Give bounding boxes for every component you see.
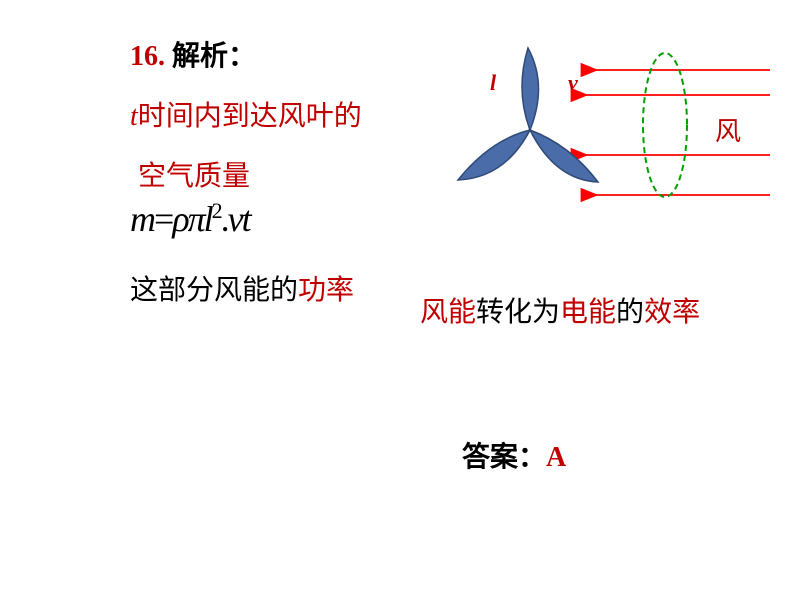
eff-c: 电能 <box>560 297 616 328</box>
power-word: 功率 <box>298 275 354 306</box>
efficiency-line: 风能转化为电能的效率 <box>420 290 700 330</box>
svg-text:l: l <box>490 70 497 95</box>
line-time-mass: t时间内到达风叶的 <box>130 94 362 134</box>
answer-label: 答案： <box>462 442 546 473</box>
power-line: 这部分风能的功率 <box>130 268 354 308</box>
f-dot: . <box>221 199 228 239</box>
air-mass-label: 空气质量 <box>138 154 250 194</box>
analysis-label: 解析： <box>172 41 256 72</box>
f-sup: 2 <box>212 198 221 223</box>
eff-e: 效率 <box>644 297 700 328</box>
eff-a: 风能 <box>420 297 476 328</box>
f-pi: π <box>188 199 204 239</box>
f-l: l <box>204 199 212 239</box>
eff-b: 转化为 <box>476 297 560 328</box>
svg-text:风: 风 <box>715 117 741 146</box>
answer-line: 答案：A <box>462 435 566 475</box>
answer-value: A <box>546 442 566 473</box>
f-v: v <box>228 199 242 239</box>
svg-text:v: v <box>568 70 578 95</box>
mass-formula: m=ρπl2.vt <box>130 198 250 240</box>
problem-header: 16. 解析： <box>130 34 256 74</box>
diagram-svg: l v 风 <box>420 30 780 230</box>
f-t: t <box>242 199 250 239</box>
var-t: t <box>130 101 138 132</box>
f-m: m <box>130 199 154 239</box>
wind-turbine-diagram: l v 风 <box>420 30 780 230</box>
problem-number: 16. <box>130 41 165 72</box>
power-prefix: 这部分风能的 <box>130 275 298 306</box>
line2-text: 时间内到达风叶的 <box>138 101 362 132</box>
f-eq: = <box>154 199 172 239</box>
f-rho: ρ <box>172 199 187 239</box>
eff-d: 的 <box>616 297 644 328</box>
